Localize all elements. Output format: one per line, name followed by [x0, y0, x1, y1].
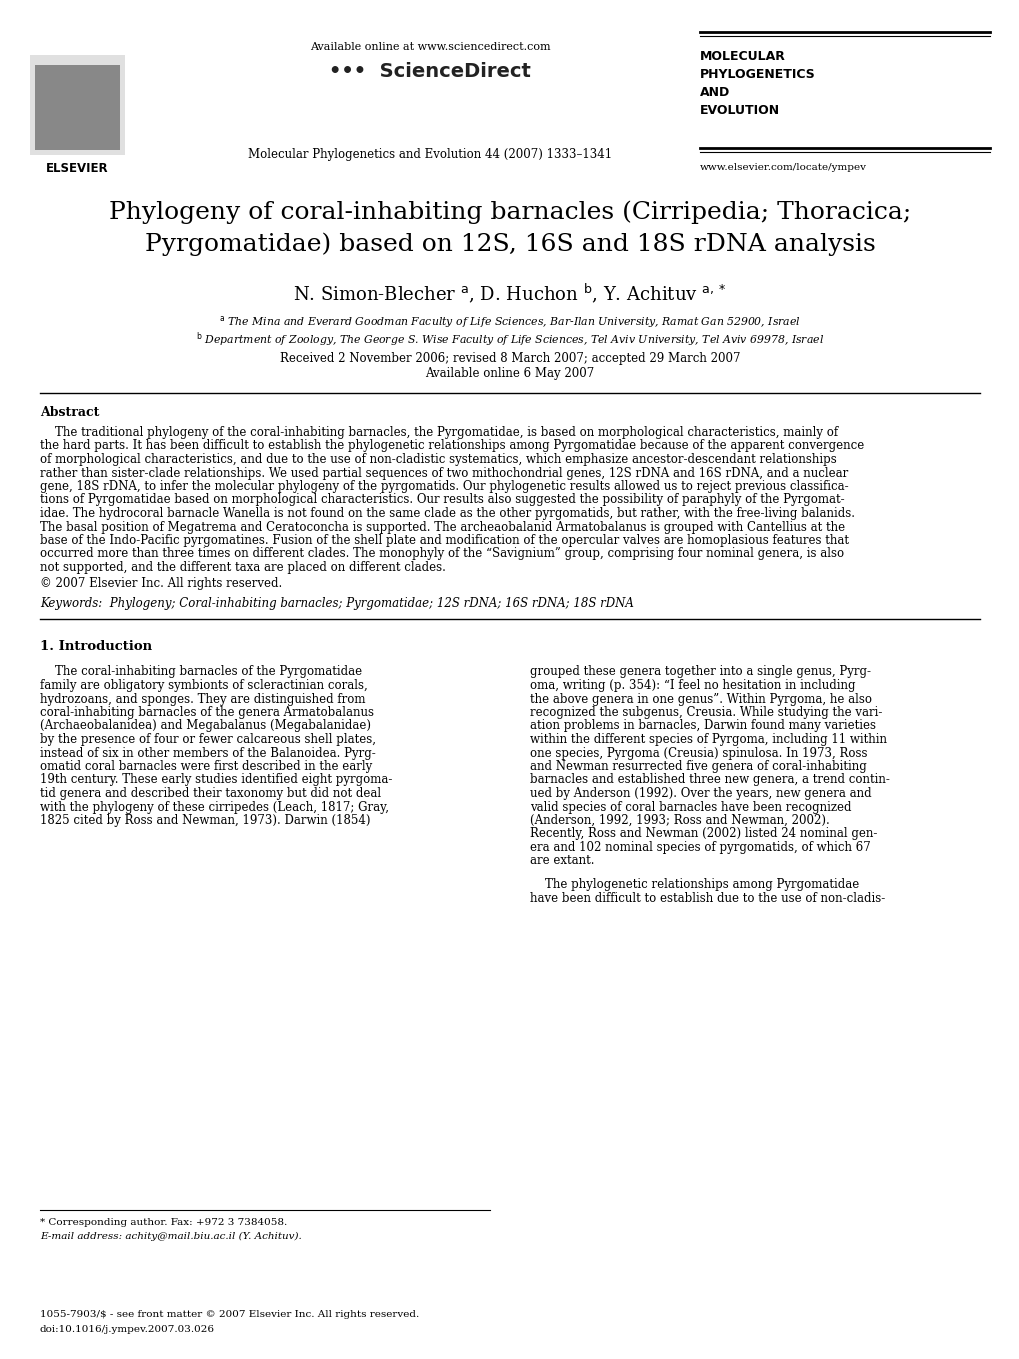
Text: © 2007 Elsevier Inc. All rights reserved.: © 2007 Elsevier Inc. All rights reserved…: [40, 576, 282, 590]
Text: Keywords:  Phylogeny; Coral-inhabiting barnacles; Pyrgomatidae; 12S rDNA; 16S rD: Keywords: Phylogeny; Coral-inhabiting ba…: [40, 597, 633, 609]
Text: occurred more than three times on different clades. The monophyly of the “Savign: occurred more than three times on differ…: [40, 548, 844, 560]
Text: grouped these genera together into a single genus, Pyrg-: grouped these genera together into a sin…: [530, 666, 870, 678]
Text: era and 102 nominal species of pyrgomatids, of which 67: era and 102 nominal species of pyrgomati…: [530, 841, 870, 853]
Text: ELSEVIER: ELSEVIER: [46, 162, 108, 175]
Text: ued by Anderson (1992). Over the years, new genera and: ued by Anderson (1992). Over the years, …: [530, 787, 871, 800]
Text: •••  ScienceDirect: ••• ScienceDirect: [329, 63, 531, 82]
Text: Abstract: Abstract: [40, 406, 99, 419]
Text: $^{\mathrm{a}}$ The Mina and Everard Goodman Faculty of Life Sciences, Bar-Ilan : $^{\mathrm{a}}$ The Mina and Everard Goo…: [219, 314, 800, 330]
Text: rather than sister-clade relationships. We used partial sequences of two mithoch: rather than sister-clade relationships. …: [40, 466, 848, 480]
Text: E-mail address: achity@mail.biu.ac.il (Y. Achituv).: E-mail address: achity@mail.biu.ac.il (Y…: [40, 1233, 302, 1241]
Text: valid species of coral barnacles have been recognized: valid species of coral barnacles have be…: [530, 800, 851, 814]
Text: N. Simon-Blecher $^{\mathrm{a}}$, D. Huchon $^{\mathrm{b}}$, Y. Achituv $^{\math: N. Simon-Blecher $^{\mathrm{a}}$, D. Huc…: [293, 283, 726, 306]
Text: with the phylogeny of these cirripedes (Leach, 1817; Gray,: with the phylogeny of these cirripedes (…: [40, 800, 388, 814]
Text: are extant.: are extant.: [530, 855, 594, 867]
Text: tions of Pyrgomatidae based on morphological characteristics. Our results also s: tions of Pyrgomatidae based on morpholog…: [40, 493, 844, 507]
Text: hydrozoans, and sponges. They are distinguished from: hydrozoans, and sponges. They are distin…: [40, 693, 365, 705]
Text: the hard parts. It has been difficult to establish the phylogenetic relationship: the hard parts. It has been difficult to…: [40, 439, 863, 453]
Text: The basal position of Megatrema and Ceratoconcha is supported. The archeaobalani: The basal position of Megatrema and Cera…: [40, 520, 845, 534]
Text: Received 2 November 2006; revised 8 March 2007; accepted 29 March 2007: Received 2 November 2006; revised 8 Marc…: [279, 352, 740, 366]
Text: and Newman resurrected five genera of coral-inhabiting: and Newman resurrected five genera of co…: [530, 760, 866, 773]
Text: Molecular Phylogenetics and Evolution 44 (2007) 1333–1341: Molecular Phylogenetics and Evolution 44…: [248, 148, 611, 160]
FancyBboxPatch shape: [35, 65, 120, 149]
Text: Pyrgomatidae) based on 12S, 16S and 18S rDNA analysis: Pyrgomatidae) based on 12S, 16S and 18S …: [145, 232, 874, 255]
Text: ation problems in barnacles, Darwin found many varieties: ation problems in barnacles, Darwin foun…: [530, 719, 875, 733]
Text: Recently, Ross and Newman (2002) listed 24 nominal gen-: Recently, Ross and Newman (2002) listed …: [530, 828, 876, 840]
Text: 1. Introduction: 1. Introduction: [40, 640, 152, 654]
Text: The coral-inhabiting barnacles of the Pyrgomatidae: The coral-inhabiting barnacles of the Py…: [40, 666, 362, 678]
Text: Available online 6 May 2007: Available online 6 May 2007: [425, 367, 594, 381]
Text: (Anderson, 1992, 1993; Ross and Newman, 2002).: (Anderson, 1992, 1993; Ross and Newman, …: [530, 814, 828, 828]
Text: * Corresponding author. Fax: +972 3 7384058.: * Corresponding author. Fax: +972 3 7384…: [40, 1218, 287, 1227]
Text: not supported, and the different taxa are placed on different clades.: not supported, and the different taxa ar…: [40, 561, 445, 573]
FancyBboxPatch shape: [30, 54, 125, 155]
Text: www.elsevier.com/locate/ympev: www.elsevier.com/locate/ympev: [699, 163, 866, 173]
Text: Phylogeny of coral-inhabiting barnacles (Cirripedia; Thoracica;: Phylogeny of coral-inhabiting barnacles …: [109, 200, 910, 223]
Text: omatid coral barnacles were first described in the early: omatid coral barnacles were first descri…: [40, 760, 372, 773]
Text: $^{\mathrm{b}}$ Department of Zoology, The George S. Wise Faculty of Life Scienc: $^{\mathrm{b}}$ Department of Zoology, T…: [196, 330, 823, 349]
Text: the above genera in one genus”. Within Pyrgoma, he also: the above genera in one genus”. Within P…: [530, 693, 871, 705]
Text: 19th century. These early studies identified eight pyrgoma-: 19th century. These early studies identi…: [40, 773, 392, 787]
Text: doi:10.1016/j.ympev.2007.03.026: doi:10.1016/j.ympev.2007.03.026: [40, 1325, 215, 1335]
Text: (Archaeobalanidea) and Megabalanus (Megabalanidae): (Archaeobalanidea) and Megabalanus (Mega…: [40, 719, 371, 733]
Text: MOLECULAR
PHYLOGENETICS
AND
EVOLUTION: MOLECULAR PHYLOGENETICS AND EVOLUTION: [699, 50, 815, 117]
Text: barnacles and established three new genera, a trend contin-: barnacles and established three new gene…: [530, 773, 889, 787]
Text: by the presence of four or fewer calcareous shell plates,: by the presence of four or fewer calcare…: [40, 733, 376, 746]
Text: 1055-7903/$ - see front matter © 2007 Elsevier Inc. All rights reserved.: 1055-7903/$ - see front matter © 2007 El…: [40, 1310, 419, 1320]
Text: idae. The hydrocoral barnacle Wanella is not found on the same clade as the othe: idae. The hydrocoral barnacle Wanella is…: [40, 507, 854, 520]
Text: Available online at www.sciencedirect.com: Available online at www.sciencedirect.co…: [310, 42, 550, 52]
Text: oma, writing (p. 354): “I feel no hesitation in including: oma, writing (p. 354): “I feel no hesita…: [530, 680, 855, 692]
Text: base of the Indo-Pacific pyrgomatines. Fusion of the shell plate and modificatio: base of the Indo-Pacific pyrgomatines. F…: [40, 534, 848, 548]
Text: The traditional phylogeny of the coral-inhabiting barnacles, the Pyrgomatidae, i: The traditional phylogeny of the coral-i…: [40, 425, 838, 439]
Text: family are obligatory symbionts of scleractinian corals,: family are obligatory symbionts of scler…: [40, 680, 368, 692]
Text: tid genera and described their taxonomy but did not deal: tid genera and described their taxonomy …: [40, 787, 381, 800]
Text: instead of six in other members of the Balanoidea. Pyrg-: instead of six in other members of the B…: [40, 746, 375, 760]
Text: have been difficult to establish due to the use of non-cladis-: have been difficult to establish due to …: [530, 892, 884, 905]
Text: within the different species of Pyrgoma, including 11 within: within the different species of Pyrgoma,…: [530, 733, 887, 746]
Text: gene, 18S rDNA, to infer the molecular phylogeny of the pyrgomatids. Our phyloge: gene, 18S rDNA, to infer the molecular p…: [40, 480, 848, 493]
Text: recognized the subgenus, Creusia. While studying the vari-: recognized the subgenus, Creusia. While …: [530, 705, 881, 719]
Text: coral-inhabiting barnacles of the genera Armatobalanus: coral-inhabiting barnacles of the genera…: [40, 705, 374, 719]
Text: of morphological characteristics, and due to the use of non-cladistic systematic: of morphological characteristics, and du…: [40, 453, 836, 466]
Text: one species, Pyrgoma (Creusia) spinulosa. In 1973, Ross: one species, Pyrgoma (Creusia) spinulosa…: [530, 746, 866, 760]
Text: 1825 cited by Ross and Newman, 1973). Darwin (1854): 1825 cited by Ross and Newman, 1973). Da…: [40, 814, 370, 828]
Text: The phylogenetic relationships among Pyrgomatidae: The phylogenetic relationships among Pyr…: [530, 878, 858, 892]
